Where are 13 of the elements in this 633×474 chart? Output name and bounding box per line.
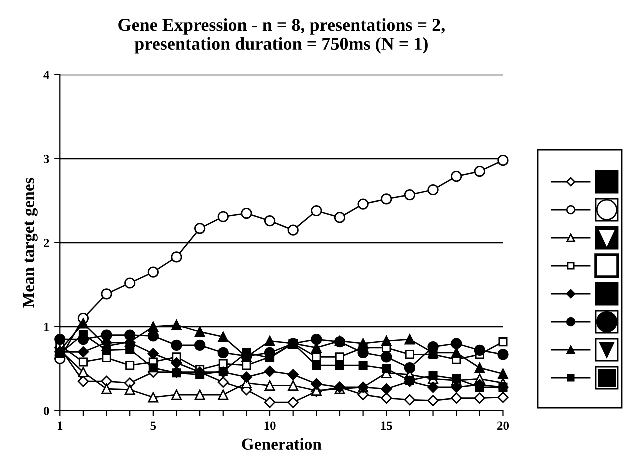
x-axis-title: Generation [242,438,322,450]
x-tick-label: 1 [58,422,63,430]
chart-title: Gene Expression - n = 8, presentations = 2, presentation duration = 750ms (N = 1) [118,18,445,54]
y-tick-label: 3 [44,154,50,164]
x-tick-label: 15 [381,422,392,430]
y-tick-label: 1 [44,323,50,332]
x-tick-label: 10 [264,422,276,430]
y-tick-label: 0 [44,406,50,416]
y-axis-title: Mean target genes [23,178,38,308]
x-tick-label: 5 [150,422,156,430]
y-tick-label: 2 [44,238,50,248]
y-tick-label: 4 [44,71,50,80]
x-tick-label: 20 [498,422,510,430]
